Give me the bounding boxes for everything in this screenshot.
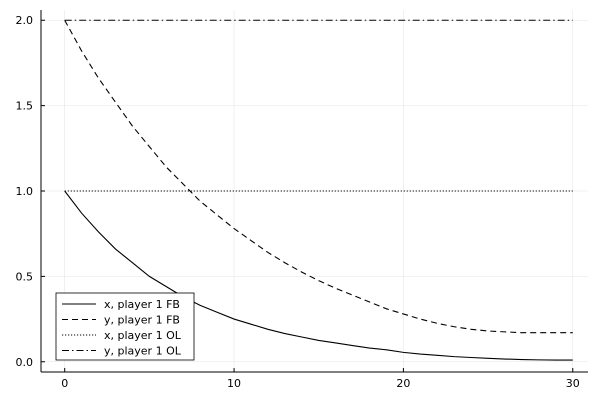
series-line-2 xyxy=(64,19,573,334)
y-tick-label: 1.0 xyxy=(16,185,34,198)
legend-label: y, player 1 FB xyxy=(104,314,180,327)
x-tick-label: 10 xyxy=(227,377,241,390)
axes xyxy=(40,10,588,373)
x-tick-label: 0 xyxy=(61,377,68,390)
legend: x, player 1 FB y, player 1 FB x, player 1 … xyxy=(55,292,195,361)
x-tick-label: 20 xyxy=(396,377,410,390)
legend-label: y, player 1 OL xyxy=(104,345,182,358)
series-lines xyxy=(64,19,573,361)
series-line-1 xyxy=(64,190,573,361)
y-tick-label: 1.5 xyxy=(16,100,34,113)
x-tick-label: 30 xyxy=(566,377,580,390)
legend-label: x, player 1 FB xyxy=(104,298,180,311)
y-tick-label: 2.0 xyxy=(16,14,34,27)
y-tick-label: 0.5 xyxy=(16,270,34,283)
legend-label: x, player 1 OL xyxy=(104,329,182,342)
y-tick-label: 0.0 xyxy=(16,356,34,369)
tick-labels: 0 10 20 30 0.0 0.5 1.0 1.5 2.0 xyxy=(16,14,580,390)
